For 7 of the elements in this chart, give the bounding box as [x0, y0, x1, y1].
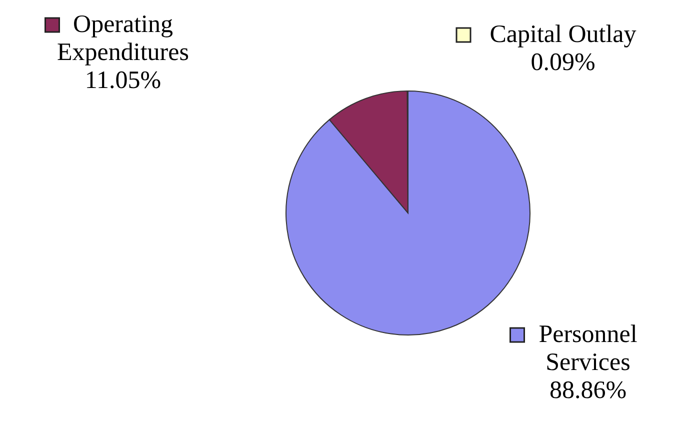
- legend-label: Capital Outlay: [490, 21, 637, 48]
- data-label: 0.09%: [530, 49, 596, 76]
- pie-slice: [286, 90, 530, 336]
- data-label: 11.05%: [84, 67, 162, 94]
- legend-label: Operating Expenditures: [57, 11, 189, 66]
- legend-label: Personnel Services: [538, 321, 638, 376]
- data-label: 88.86%: [549, 377, 627, 404]
